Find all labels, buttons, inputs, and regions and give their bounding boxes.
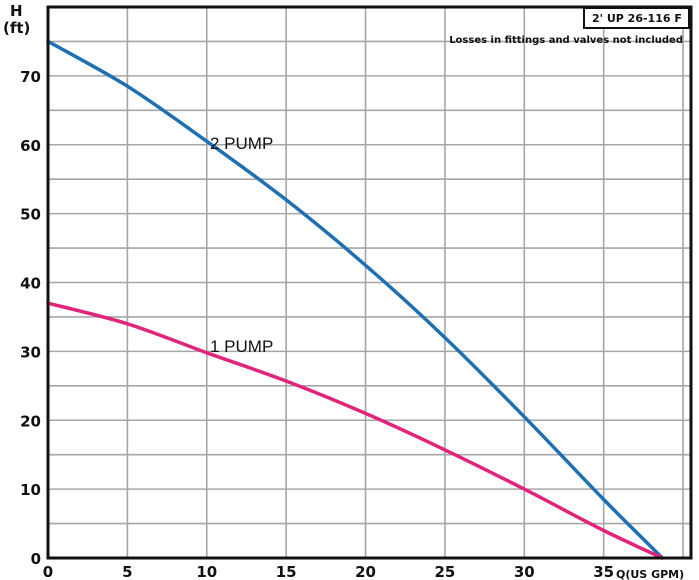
series-label-2-pump: 2 PUMP: [210, 134, 273, 153]
y-tick-label: 30: [20, 343, 41, 361]
y-tick-label: 70: [20, 68, 41, 86]
y-tick-label: 40: [20, 275, 41, 293]
grid: [48, 7, 691, 558]
x-tick-label: 15: [276, 563, 297, 580]
x-tick-label: 5: [122, 563, 132, 580]
x-tick-label: 35: [593, 563, 614, 580]
y-tick-label: 10: [20, 481, 41, 499]
model-label: 2' UP 26-116 F: [592, 12, 682, 25]
x-tick-label: 10: [196, 563, 217, 580]
y-axis-title-h: H: [10, 2, 23, 20]
model-label-box: [583, 7, 690, 29]
y-tick-label: 50: [20, 206, 41, 224]
tick-labels: 0 5 10 15 20 25 30 35 0 10 20 30 40 50 60 70: [20, 68, 614, 580]
series-line: [46, 301, 665, 560]
y-tick-label: 60: [20, 137, 41, 155]
series-line: [46, 39, 665, 560]
x-tick-label: 25: [434, 563, 455, 580]
series-label-1-pump: 1 PUMP: [210, 337, 273, 356]
x-tick-label: 0: [43, 563, 53, 580]
losses-note: Losses in fittings and valves not includ…: [449, 35, 683, 46]
x-tick-label: 30: [514, 563, 535, 580]
x-tick-label: 20: [355, 563, 376, 580]
plot-frame: [46, 5, 693, 560]
y-tick-label: 20: [20, 412, 41, 430]
curves: [46, 39, 665, 560]
y-tick-label: 0: [31, 550, 41, 568]
y-axis-title-unit: (ft): [3, 19, 30, 37]
x-axis-title: Q(US GPM): [616, 568, 684, 580]
